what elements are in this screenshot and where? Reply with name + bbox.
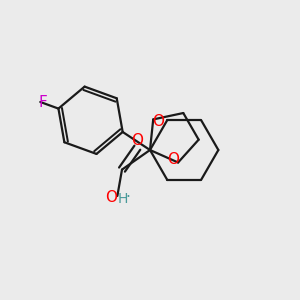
Text: O: O xyxy=(131,133,143,148)
Text: ·: · xyxy=(125,190,130,205)
Text: H: H xyxy=(118,192,128,206)
Text: O: O xyxy=(105,190,117,205)
Text: O: O xyxy=(167,152,179,167)
Text: O: O xyxy=(152,114,164,129)
Text: F: F xyxy=(39,95,47,110)
